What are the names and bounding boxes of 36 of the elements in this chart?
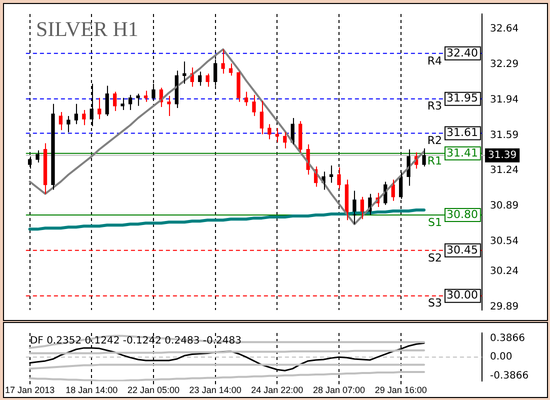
annotation: R2 — [427, 134, 442, 148]
ref-line-label: 32.40 — [446, 46, 478, 60]
y-tick-label: 0.00 — [490, 352, 512, 363]
annotation: S3 — [428, 296, 442, 310]
ref-line-label: 31.95 — [446, 92, 478, 105]
y-tick-label: -0.3866 — [490, 370, 529, 382]
annotation: R1 — [427, 154, 442, 168]
y-tick-label: 31.24 — [490, 165, 519, 176]
y-tick-label: 30.24 — [490, 266, 519, 278]
ref-line-label: 31.41 — [446, 146, 478, 160]
ref-line-label: 30.80 — [446, 208, 478, 221]
annotation: R3 — [427, 100, 442, 113]
ref-line-label: 31.39 — [488, 150, 517, 162]
y-tick-label: 29.89 — [490, 302, 519, 313]
chart-title: DF 0.2352 0.1242 -0.1242 0.2483 -0.2483 — [30, 336, 242, 347]
ref-line-label: 30.45 — [446, 243, 478, 256]
y-tick-label: 0.3866 — [490, 333, 525, 344]
annotation: S1 — [428, 216, 442, 229]
ref-line-label: 30.00 — [446, 288, 478, 302]
annotation: S2 — [428, 251, 442, 264]
x-tick-label: 18 Jan 14:00 — [66, 385, 118, 396]
x-tick-label: 22 Jan 05:00 — [127, 385, 180, 396]
y-tick-label: 31.94 — [490, 94, 519, 106]
y-tick-label: 30.54 — [490, 236, 519, 247]
y-tick-label: 31.59 — [490, 130, 519, 141]
chart-title: SILVER H1 — [36, 17, 138, 42]
y-tick-label: 32.64 — [490, 24, 519, 35]
ref-line-label: 31.61 — [446, 126, 478, 140]
annotation: R4 — [427, 54, 442, 68]
y-tick-label: 30.89 — [490, 200, 519, 212]
x-tick-label: 23 Jan 14:00 — [189, 385, 242, 396]
x-tick-label: 24 Jan 22:00 — [251, 385, 304, 396]
x-tick-label: 28 Jan 07:00 — [312, 385, 366, 396]
x-tick-label: 17 Jan 2013 — [5, 385, 55, 396]
x-tick-label: 29 Jan 16:00 — [374, 385, 427, 396]
y-tick-label: 32.29 — [490, 59, 519, 70]
